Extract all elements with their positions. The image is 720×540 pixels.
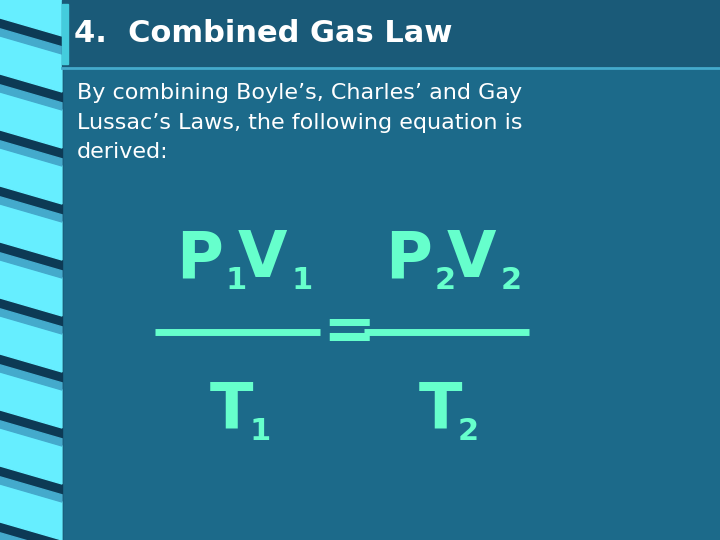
Polygon shape [0, 85, 62, 110]
Text: 1: 1 [292, 266, 313, 295]
Polygon shape [0, 29, 62, 54]
Text: P: P [176, 228, 223, 290]
Text: P: P [385, 228, 432, 290]
Text: 1: 1 [249, 417, 271, 447]
Text: T: T [210, 380, 253, 441]
Polygon shape [0, 309, 62, 334]
Polygon shape [0, 197, 62, 222]
Polygon shape [0, 365, 62, 390]
Polygon shape [0, 204, 62, 260]
Text: By combining Boyle’s, Charles’ and Gay
Lussac’s Laws, the following equation is
: By combining Boyle’s, Charles’ and Gay L… [77, 83, 523, 162]
Text: V: V [446, 228, 496, 290]
Polygon shape [0, 533, 62, 540]
Polygon shape [0, 372, 62, 428]
Text: 2: 2 [434, 266, 455, 295]
Polygon shape [0, 36, 62, 92]
Bar [62, 4, 68, 64]
Polygon shape [0, 421, 62, 446]
Bar [0, 0, 62, 540]
Text: V: V [238, 228, 287, 290]
Polygon shape [0, 141, 62, 166]
Text: 1: 1 [225, 266, 247, 295]
Bar [62, 0, 720, 68]
Polygon shape [0, 484, 62, 540]
Polygon shape [0, 0, 62, 36]
Polygon shape [0, 253, 62, 278]
Polygon shape [0, 477, 62, 502]
Text: 2: 2 [500, 266, 521, 295]
Polygon shape [0, 92, 62, 148]
Text: 4.  Combined Gas Law: 4. Combined Gas Law [74, 19, 452, 49]
Polygon shape [0, 316, 62, 372]
Text: T: T [419, 380, 462, 441]
Text: =: = [323, 301, 376, 363]
Polygon shape [0, 428, 62, 484]
Polygon shape [0, 148, 62, 204]
Text: 2: 2 [458, 417, 479, 447]
Polygon shape [0, 260, 62, 316]
